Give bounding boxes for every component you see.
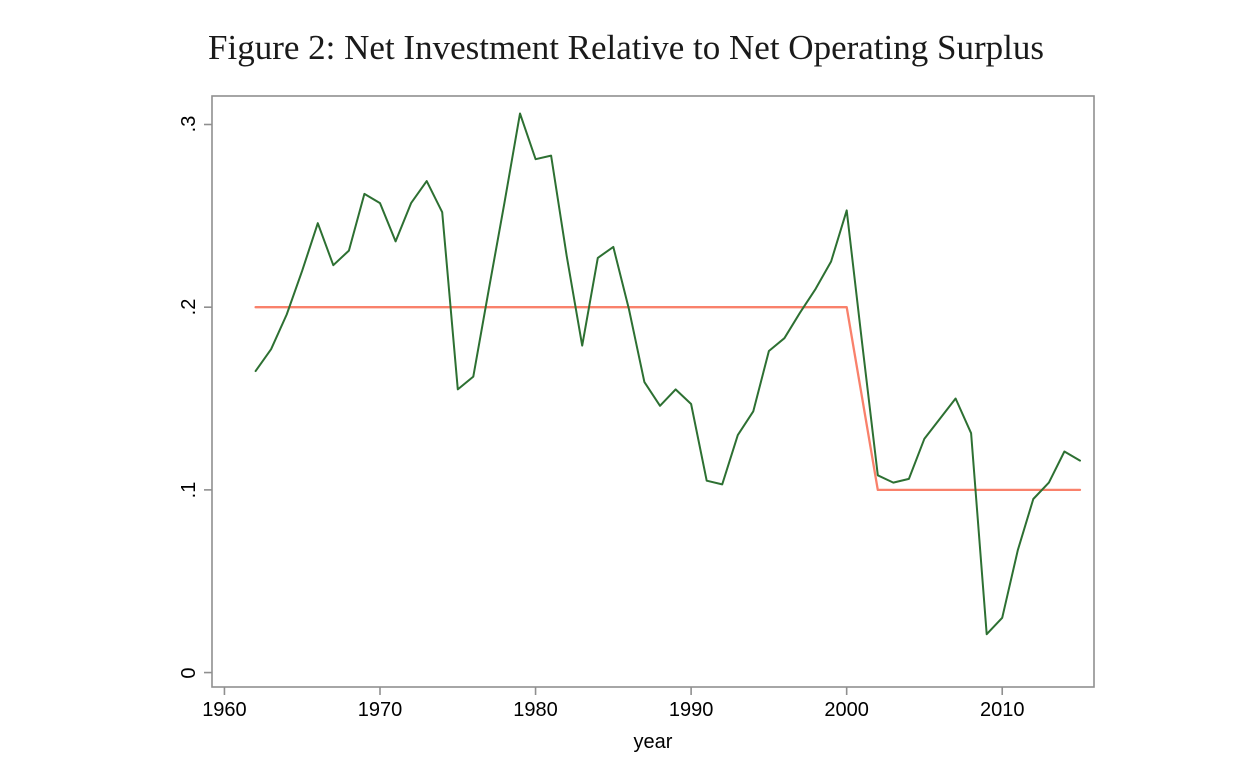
plot-frame (211, 95, 1095, 688)
x-tick-label: 1960 (202, 699, 247, 721)
y-tick-label: .2 (178, 298, 200, 316)
x-axis-title: year (633, 731, 673, 753)
x-tick-label: 2000 (824, 699, 869, 721)
break-fit-line (254, 306, 1082, 492)
y-tick-label: 0 (178, 667, 200, 679)
x-tick-label: 1990 (668, 699, 714, 721)
x-tick-label: 2010 (979, 699, 1025, 721)
x-tick-label: 1970 (357, 699, 403, 721)
y-tick-label: .1 (178, 481, 200, 499)
x-tick-label: 1980 (513, 699, 558, 721)
y-tick-label: .3 (178, 116, 200, 133)
net-investment-line (254, 112, 1081, 636)
figure-title: Figure 2: Net Investment Relative to Net… (208, 28, 1044, 67)
